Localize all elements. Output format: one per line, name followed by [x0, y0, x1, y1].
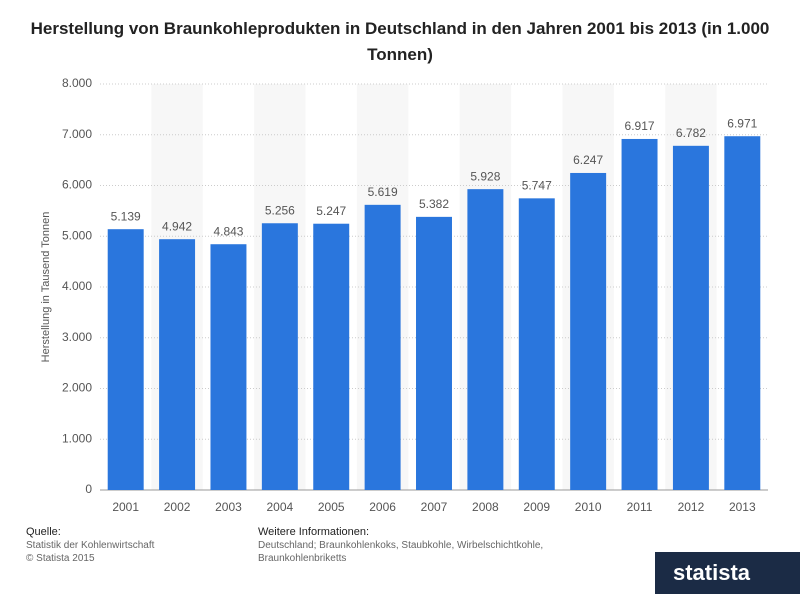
bar	[313, 223, 350, 490]
value-label: 5.139	[111, 209, 141, 223]
info-label: Weitere Informationen:	[258, 526, 370, 538]
logo: statista	[655, 552, 800, 594]
bar	[364, 204, 401, 490]
source-line: © Statista 2015	[26, 553, 95, 564]
x-tick-label: 2001	[112, 500, 139, 514]
source-label: Quelle:	[26, 526, 61, 538]
x-tick-label: 2010	[575, 500, 602, 514]
x-tick-label: 2004	[266, 500, 293, 514]
bar	[467, 189, 504, 491]
bar	[416, 216, 452, 490]
y-tick-label: 1.000	[62, 431, 92, 445]
y-tick-label: 6.000	[62, 178, 92, 192]
y-tick-label: 2.000	[62, 381, 92, 395]
bar	[724, 136, 761, 491]
value-label: 5.247	[316, 204, 346, 218]
x-tick-label: 2002	[164, 500, 191, 514]
bar	[621, 138, 658, 490]
value-label: 5.256	[265, 203, 295, 217]
y-tick-label: 7.000	[62, 127, 92, 141]
bar	[159, 239, 196, 490]
x-tick-label: 2006	[369, 500, 396, 514]
x-tick-label: 2011	[627, 500, 653, 514]
value-label: 4.843	[213, 224, 243, 238]
value-label: 6.917	[625, 119, 655, 133]
value-label: 5.619	[368, 185, 398, 199]
value-label: 5.747	[522, 179, 552, 193]
value-label: 6.971	[727, 116, 757, 130]
value-label: 6.782	[676, 126, 706, 140]
value-label: 6.247	[573, 153, 603, 167]
bar	[107, 229, 144, 491]
bar	[210, 244, 247, 490]
chart-title: Herstellung von Braunkohleprodukten in D…	[30, 19, 770, 64]
y-tick-label: 3.000	[62, 330, 92, 344]
x-tick-label: 2008	[472, 500, 499, 514]
info-text: Deutschland; Braunkohlenkoks, Staubkohle…	[258, 540, 544, 564]
x-tick-label: 2005	[318, 500, 345, 514]
x-tick-label: 2007	[421, 500, 448, 514]
source: Quelle: Statistik der Kohlenwirtschaft ©…	[26, 526, 246, 565]
info: Weitere Informationen: Deutschland; Brau…	[258, 526, 588, 565]
bar	[261, 223, 298, 490]
value-label: 5.382	[419, 197, 449, 211]
x-tick-label: 2003	[215, 500, 242, 514]
source-line: Statistik der Kohlenwirtschaft	[26, 540, 155, 551]
value-label: 4.942	[162, 219, 192, 233]
bar	[672, 145, 709, 490]
x-tick-label: 2012	[678, 500, 705, 514]
y-tick-label: 8.000	[62, 76, 92, 90]
y-axis-label: Herstellung in Tausend Tonnen	[40, 212, 52, 363]
y-tick-label: 0	[85, 482, 92, 496]
value-label: 5.928	[470, 169, 500, 183]
y-tick-label: 5.000	[62, 228, 92, 242]
x-tick-label: 2009	[523, 500, 550, 514]
chart: 0 1.000 2.000 3.000 4.000 5.000 6.000 7.000 8.00…	[40, 76, 768, 514]
y-tick-label: 4.000	[62, 279, 92, 293]
x-tick-label: 2013	[729, 500, 756, 514]
bar	[570, 172, 607, 490]
bar	[518, 198, 555, 490]
